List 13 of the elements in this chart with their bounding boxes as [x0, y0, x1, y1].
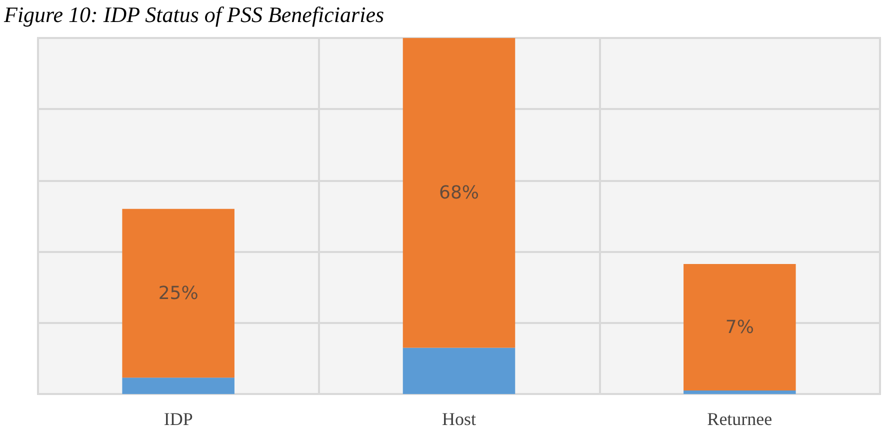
chart-title: Figure 10: IDP Status of PSS Beneficiaries	[3, 1, 386, 29]
bar	[402, 38, 516, 348]
x-tick-label: Host	[442, 409, 476, 429]
bar	[684, 390, 796, 394]
bar	[684, 264, 796, 390]
annotation: 7%	[725, 316, 754, 338]
x-tick-label: IDP	[164, 409, 193, 429]
annotation: 25%	[158, 282, 198, 304]
x-tick-label: Returnee	[707, 409, 772, 429]
bar	[122, 208, 234, 378]
bar	[402, 348, 516, 394]
bar	[122, 378, 234, 394]
annotation: 68%	[438, 182, 480, 204]
